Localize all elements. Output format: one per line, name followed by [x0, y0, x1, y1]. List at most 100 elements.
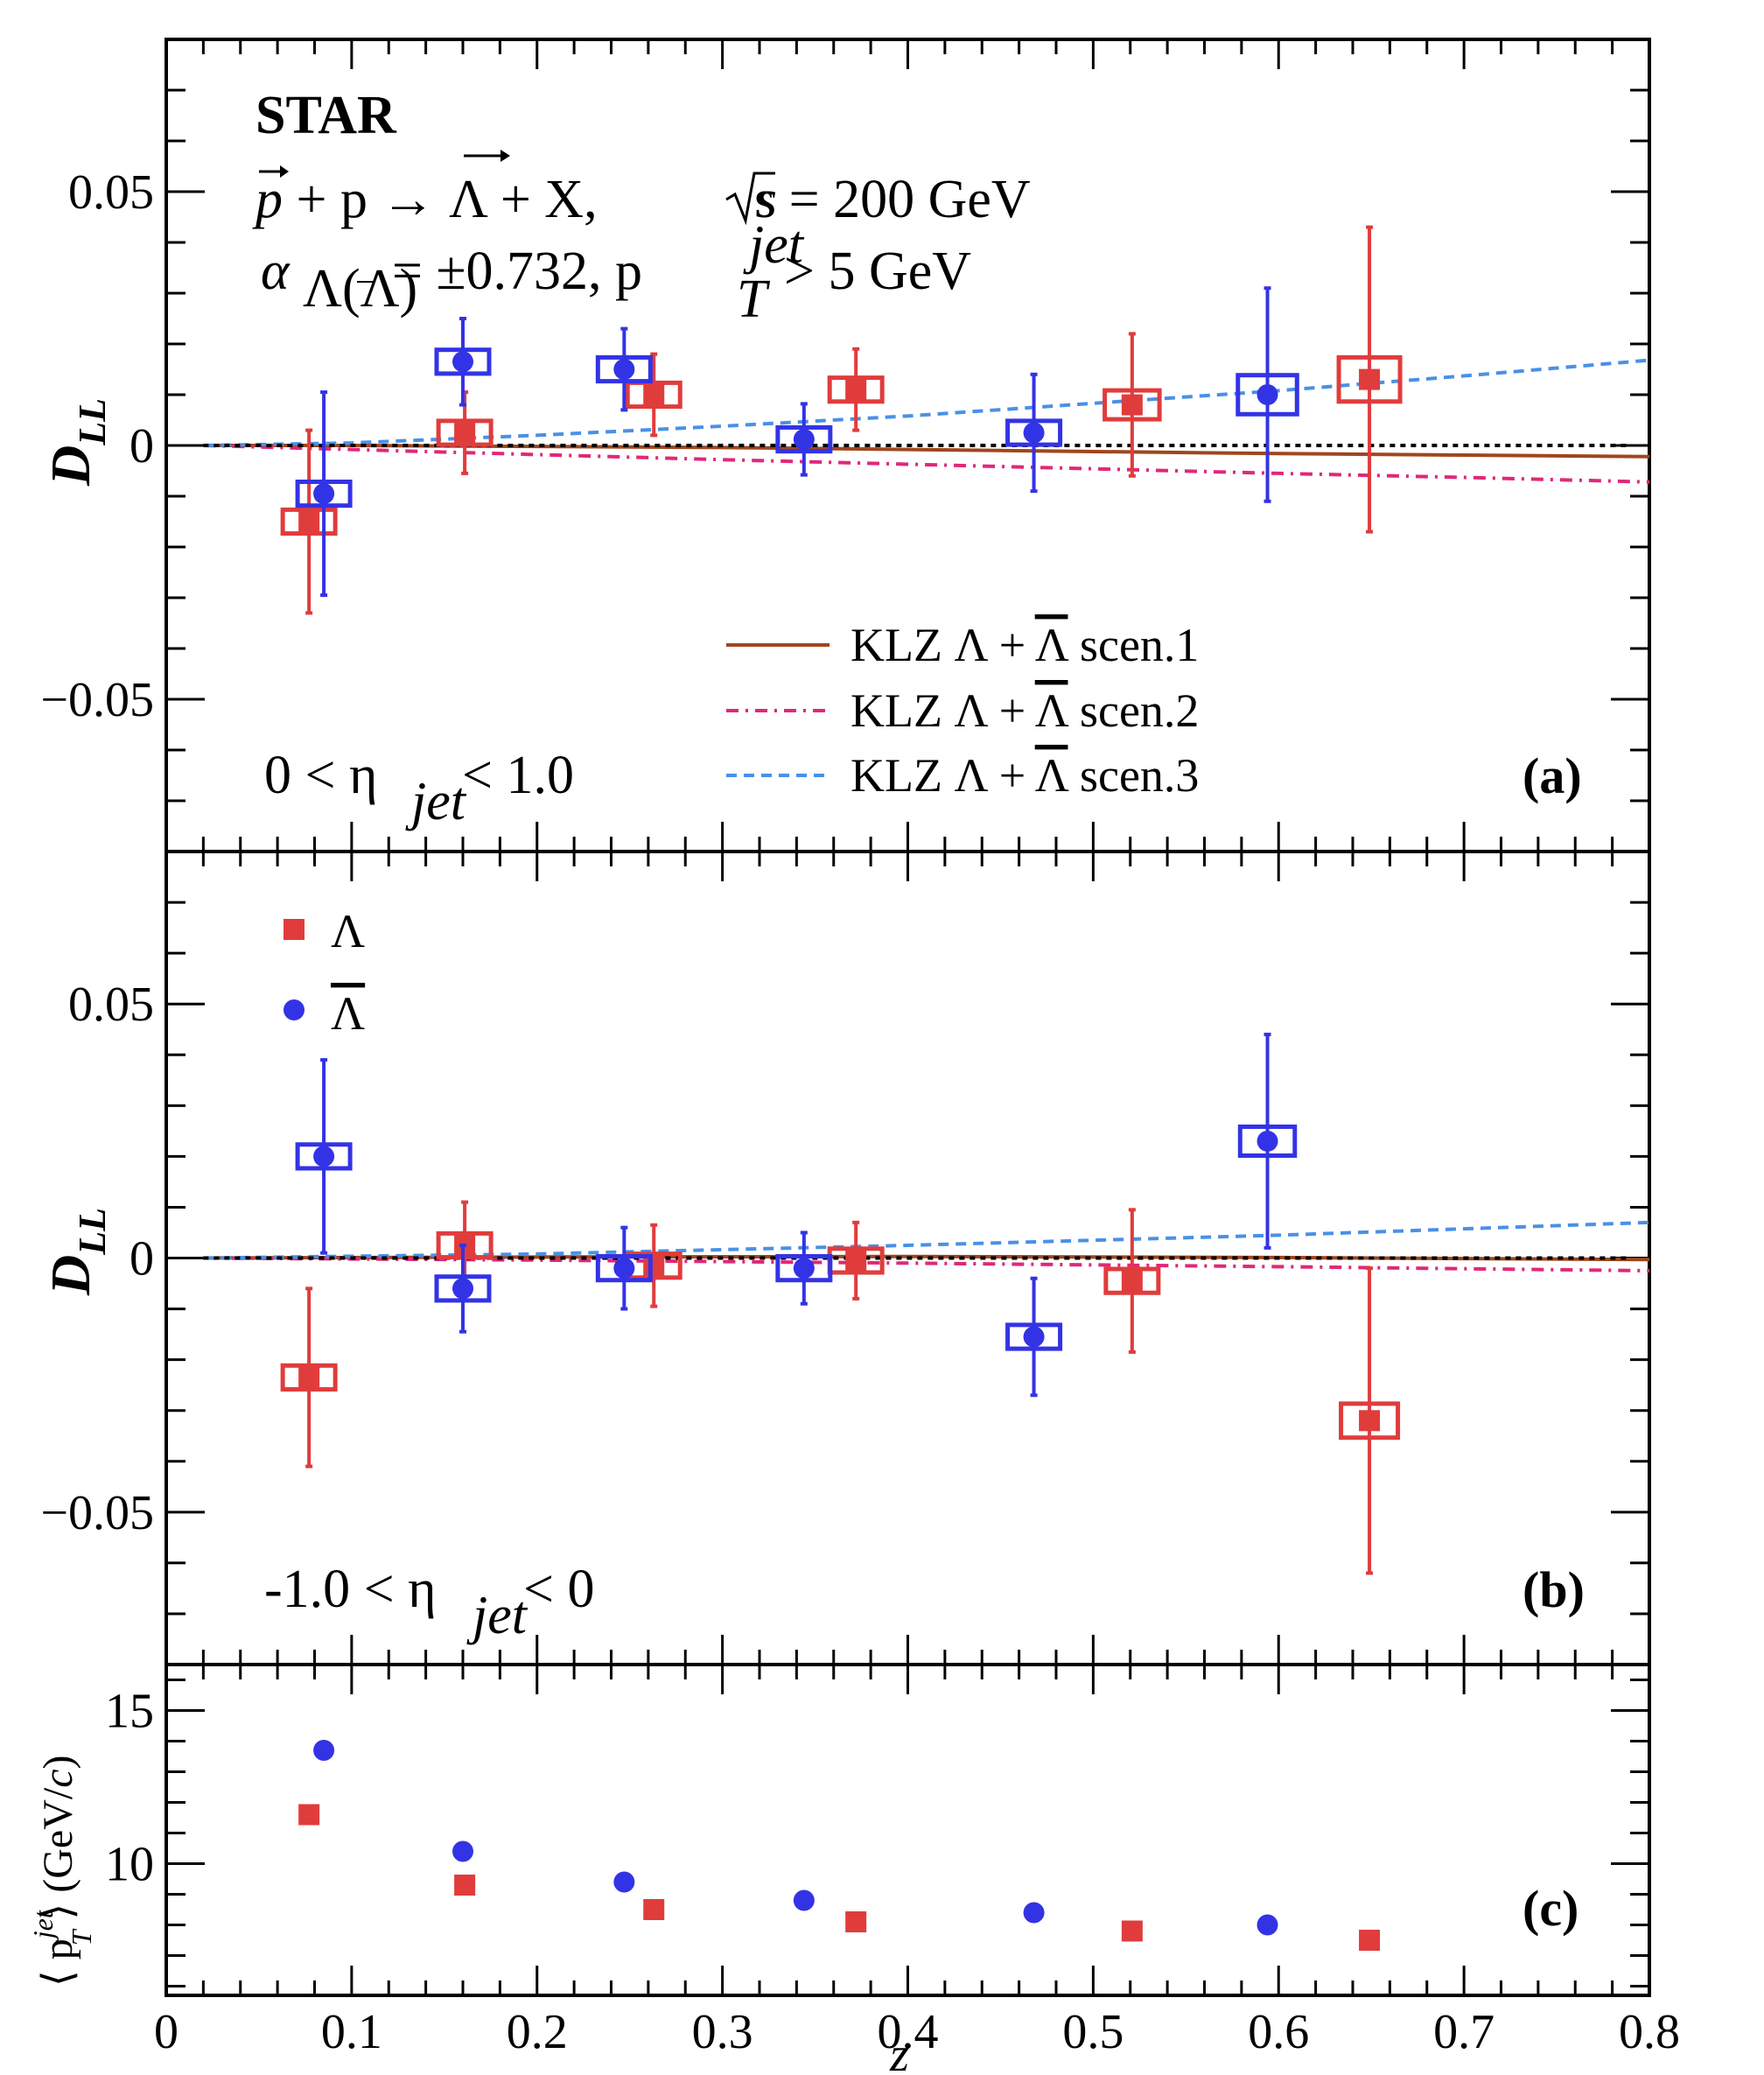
data-point-antilambda	[1256, 384, 1278, 405]
x-tick-label: 0.3	[692, 2005, 753, 2059]
systematic-box	[595, 354, 653, 384]
data-point-lambda	[643, 384, 665, 405]
svg-text:ss = 200 GeV: ss = 200 GeV	[754, 170, 1031, 229]
data-point-antilambda	[452, 351, 473, 373]
systematic-box	[1339, 1401, 1401, 1441]
systematic-box	[1005, 1322, 1063, 1351]
systematic-box	[280, 507, 338, 536]
y-tick-label: 0	[130, 419, 154, 473]
y-tick-label: 10	[105, 1838, 154, 1892]
systematic-box	[1237, 1124, 1298, 1158]
data-point-lambda	[1359, 1410, 1381, 1432]
svg-text:< 0: < 0	[523, 1560, 594, 1619]
systematic-box	[775, 424, 833, 454]
sqrt-s-label: ss = 200 GeV	[725, 170, 1031, 229]
data-point-antilambda	[1023, 422, 1045, 444]
svg-text:α: α	[261, 242, 290, 301]
svg-text:jet: jet	[405, 772, 467, 831]
legend-text-scen3: KLZ Λ + Λ scen.3	[850, 749, 1199, 802]
svg-text:-1.0 < η: -1.0 < η	[264, 1560, 437, 1619]
eta-range-b: -1.0 < η jet < 0	[264, 1560, 594, 1645]
data-point-antilambda	[313, 1146, 335, 1167]
xlabel: z	[889, 2028, 909, 2075]
data-point-antilambda	[613, 359, 635, 380]
svg-text:Λ(Λ): Λ(Λ)	[303, 259, 417, 319]
y-tick-label: 0.05	[68, 978, 154, 1032]
data-point-lambda	[454, 1875, 476, 1896]
x-tick-label: 0.4	[878, 2005, 939, 2059]
legend-text-scen1: KLZ Λ + Λ scen.1	[850, 619, 1199, 671]
y-tick-label: 15	[105, 1685, 154, 1739]
alpha-label: α Λ(Λ) = ±0.732, p jet T > 5 GeV	[261, 215, 971, 329]
x-tick-label: 0.5	[1062, 2005, 1124, 2059]
data-point-lambda	[845, 1250, 867, 1272]
svg-text:DLL: DLL	[39, 398, 114, 487]
panel-label-a: (a)	[1522, 747, 1582, 804]
legend-text-scen2: KLZ Λ + Λ scen.2	[850, 684, 1199, 737]
panel-label-c: (c)	[1522, 1880, 1578, 1937]
data-point-antilambda	[1256, 1914, 1278, 1936]
panel-label-b: (b)	[1522, 1561, 1585, 1618]
data-point-antilambda	[1023, 1326, 1045, 1348]
systematic-box	[1005, 418, 1063, 447]
legend-antilambda-marker	[284, 999, 304, 1020]
ylabel-a: DLL	[39, 398, 114, 487]
legend-antilambda-text: Λ	[331, 987, 365, 1040]
data-point-lambda	[1121, 1920, 1143, 1942]
systematic-box	[295, 1142, 353, 1171]
systematic-box	[1236, 373, 1299, 417]
data-point-antilambda	[613, 1258, 635, 1279]
systematic-box	[434, 347, 492, 376]
systematic-box	[827, 375, 885, 404]
svg-text:p + p → Λ + X,: p + p → Λ + X,	[252, 170, 598, 229]
systematic-box	[1336, 354, 1403, 404]
legend-markers: Λ Λ	[284, 905, 365, 1040]
data-point-lambda	[643, 1255, 665, 1277]
data-point-lambda	[643, 1899, 665, 1920]
data-point-antilambda	[452, 1840, 473, 1862]
data-point-lambda	[298, 1804, 320, 1826]
y-tick-label: 0	[130, 1232, 154, 1286]
x-tick-label: 0.8	[1619, 2005, 1680, 2059]
data-point-lambda	[454, 422, 476, 444]
y-tick-label: −0.05	[40, 1486, 154, 1540]
systematic-box	[595, 1254, 653, 1283]
y-tick-label: −0.05	[40, 673, 154, 727]
legend-lambda-marker	[284, 919, 304, 940]
data-point-lambda	[1121, 1270, 1143, 1292]
systematic-box	[1103, 1266, 1161, 1295]
data-point-antilambda	[313, 483, 335, 505]
data-point-antilambda	[613, 1871, 635, 1893]
reaction-label: p + p → Λ + X,	[252, 150, 598, 229]
svg-text:= ±0.732, p: = ±0.732, p	[392, 242, 642, 301]
systematic-box	[434, 1274, 492, 1303]
curve-klz-scen-3	[203, 358, 1650, 447]
systematic-box	[295, 480, 353, 508]
panel-frame-c	[164, 1663, 1651, 1997]
data-point-antilambda	[793, 1258, 815, 1279]
legend-curves: KLZ Λ + Λ scen.1 KLZ Λ + Λ scen.2 KLZ Λ …	[726, 619, 1199, 802]
x-tick-label: 0.6	[1248, 2005, 1309, 2059]
x-tick-label: 0.7	[1433, 2005, 1494, 2059]
data-point-lambda	[1359, 368, 1381, 390]
data-point-antilambda	[313, 1740, 335, 1761]
data-point-lambda	[845, 379, 867, 401]
y-tick-label: 0.05	[68, 165, 154, 220]
systematic-box	[280, 1363, 338, 1392]
systematic-box	[436, 418, 494, 447]
legend-lambda-text: Λ	[331, 905, 365, 957]
svg-text:jet: jet	[743, 215, 805, 275]
data-point-lambda	[298, 511, 320, 532]
svg-text:jet: jet	[466, 1586, 528, 1645]
data-point-antilambda	[793, 1889, 815, 1911]
ylabel-c: ⟨ pjet T ⟩ (GeV/c)	[27, 1756, 97, 1987]
systematic-box	[775, 1254, 833, 1283]
systematic-box	[436, 1230, 494, 1260]
x-tick-label: 0.1	[321, 2005, 382, 2059]
curve-scen-3	[203, 1220, 1650, 1260]
svg-text:0 < η: 0 < η	[264, 746, 377, 805]
x-tick-label: 0	[154, 2005, 178, 2059]
svg-text:< 1.0: < 1.0	[462, 746, 574, 805]
